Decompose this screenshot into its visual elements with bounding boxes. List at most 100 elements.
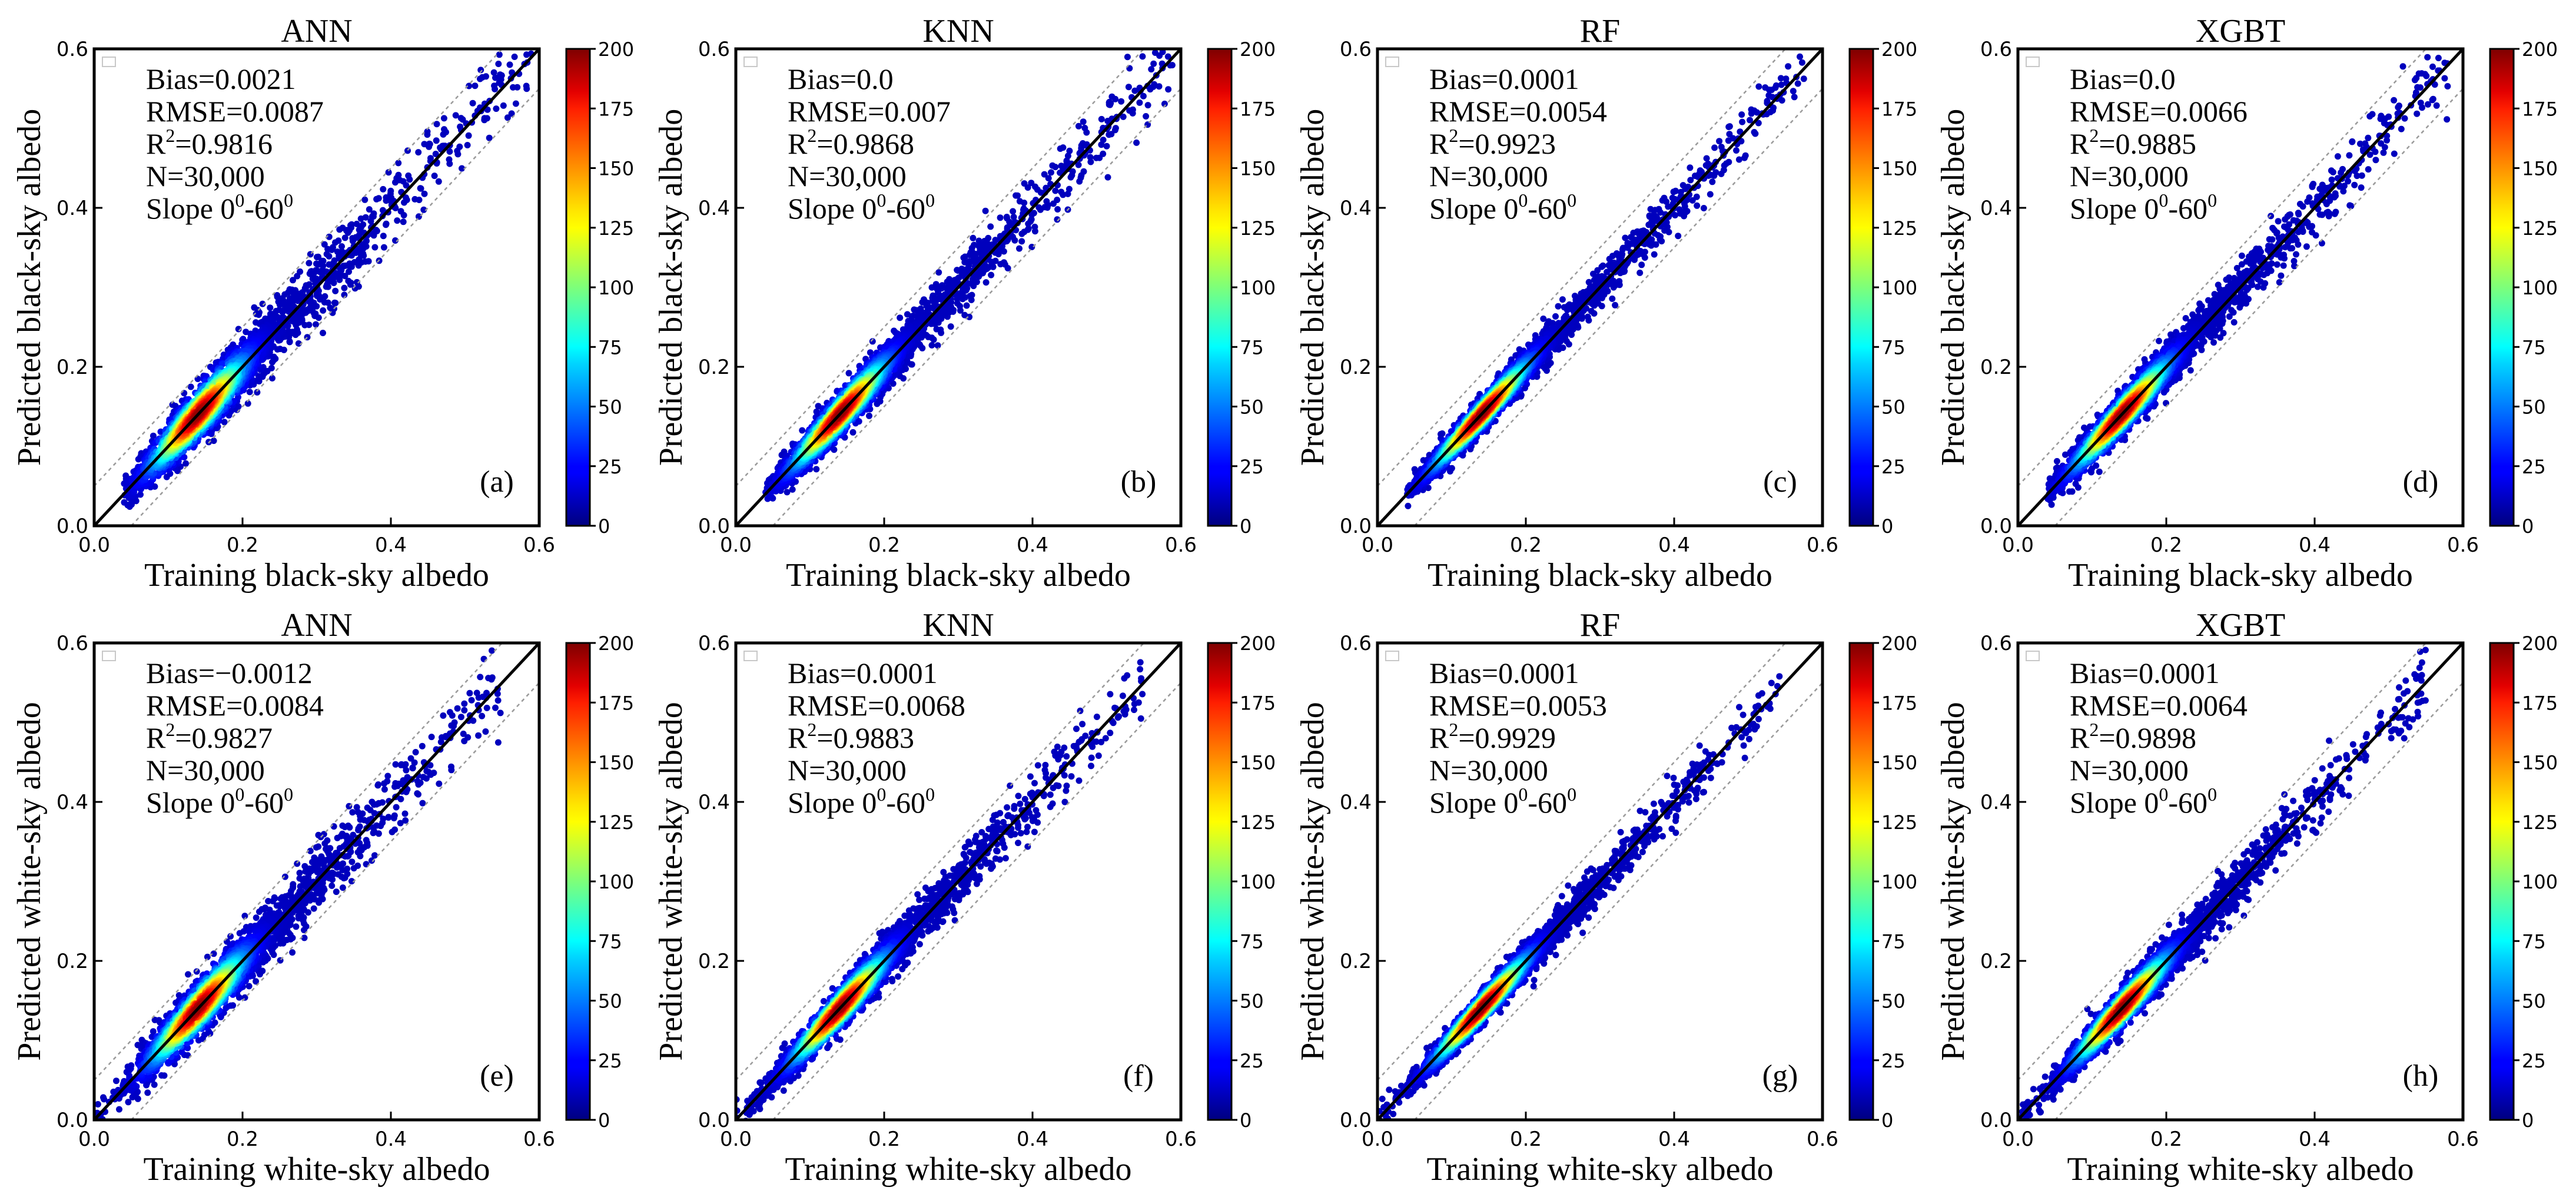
density-point <box>421 141 428 148</box>
density-point <box>323 251 330 258</box>
density-point <box>349 237 356 244</box>
density-point <box>1075 122 1082 130</box>
colorbar-tick-label: 50 <box>598 396 622 419</box>
density-point <box>1031 223 1038 230</box>
density-point <box>493 105 500 112</box>
density-point <box>466 82 473 89</box>
density-point <box>1093 154 1100 161</box>
density-point <box>392 179 399 186</box>
density-point <box>1063 162 1070 169</box>
density-point <box>1151 49 1158 56</box>
density-point <box>988 271 995 278</box>
colorbar-tick-label: 125 <box>598 217 634 240</box>
density-point <box>276 301 283 308</box>
density-point <box>387 190 394 197</box>
density-point <box>121 499 128 506</box>
density-point <box>371 244 379 251</box>
density-point <box>221 419 228 426</box>
density-point <box>477 67 484 74</box>
density-point <box>405 172 412 179</box>
density-point <box>1120 113 1127 120</box>
density-point <box>527 24 533 31</box>
density-point <box>267 304 274 311</box>
density-point <box>403 194 409 201</box>
density-point <box>1144 102 1151 109</box>
density-point <box>446 148 453 155</box>
density-point <box>357 215 364 222</box>
density-point <box>306 270 313 277</box>
density-point <box>433 137 440 144</box>
density-point <box>394 217 401 224</box>
density-point <box>379 207 386 214</box>
colorbar-tick-label: 150 <box>598 158 634 180</box>
density-point <box>361 196 369 203</box>
density-point <box>1156 83 1163 90</box>
panel-title: ANN <box>281 13 352 49</box>
r2-stat: R2=0.9816 <box>146 125 273 160</box>
density-point <box>1124 54 1131 61</box>
density-point <box>331 299 338 306</box>
density-point <box>254 389 261 396</box>
density-point <box>313 254 320 261</box>
density-point <box>290 277 296 284</box>
density-point <box>157 428 164 435</box>
density-point <box>955 267 962 274</box>
density-point <box>383 197 390 204</box>
density-point <box>334 248 341 255</box>
density-point <box>421 190 428 197</box>
density-point <box>432 151 439 157</box>
density-point <box>373 195 380 203</box>
n-stat: N=30,000 <box>146 160 265 193</box>
density-point <box>431 173 438 180</box>
density-point <box>1131 87 1138 94</box>
density-point <box>446 156 453 163</box>
density-point <box>510 84 516 91</box>
density-point <box>306 260 313 267</box>
density-point <box>332 287 339 294</box>
density-point <box>928 341 935 349</box>
density-point <box>454 147 461 154</box>
colorbar-tick-label: 100 <box>598 277 634 299</box>
density-point <box>1087 158 1094 165</box>
density-point <box>784 489 791 496</box>
colorbar-tick-label: 25 <box>598 456 622 478</box>
density-point <box>1104 174 1111 181</box>
density-point <box>1126 107 1133 114</box>
x-tick-label: 0.2 <box>227 533 258 557</box>
density-point <box>323 283 330 290</box>
density-point <box>1139 53 1146 60</box>
density-point <box>400 218 407 226</box>
density-point <box>1035 204 1043 211</box>
density-point <box>1075 161 1082 168</box>
density-point <box>1045 175 1052 182</box>
density-point <box>1161 100 1168 107</box>
density-point <box>982 279 990 286</box>
density-point <box>420 206 427 213</box>
density-point <box>380 185 387 193</box>
x-axis-label: Training black-sky albedo <box>144 557 489 593</box>
density-point <box>1016 245 1023 252</box>
density-point <box>1010 214 1017 220</box>
density-point <box>320 307 327 314</box>
density-point <box>1028 211 1035 218</box>
density-point <box>435 178 442 185</box>
density-point <box>1057 169 1064 176</box>
density-point <box>380 233 387 240</box>
density-point <box>1049 162 1056 169</box>
density-point <box>309 276 316 283</box>
density-point <box>269 374 275 382</box>
density-point <box>353 220 360 227</box>
density-point <box>457 115 464 122</box>
density-point <box>1066 147 1073 154</box>
density-point <box>512 100 519 107</box>
plot-frame <box>92 47 541 528</box>
density-point <box>1148 66 1155 73</box>
x-tick-label: 0.4 <box>375 533 407 557</box>
density-point <box>1025 220 1032 227</box>
density-point <box>472 82 479 89</box>
density-point <box>336 226 343 233</box>
density-point <box>1081 124 1088 131</box>
density-point <box>1143 113 1150 120</box>
